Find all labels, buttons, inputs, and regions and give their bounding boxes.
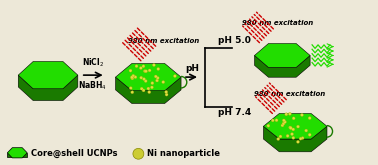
Polygon shape (7, 153, 27, 157)
Circle shape (157, 67, 160, 70)
Circle shape (143, 70, 146, 73)
Circle shape (305, 129, 308, 132)
Circle shape (291, 133, 293, 136)
Circle shape (282, 119, 285, 122)
Text: pH 5.0: pH 5.0 (218, 36, 251, 45)
Circle shape (174, 75, 177, 78)
Polygon shape (116, 64, 181, 91)
Circle shape (132, 74, 135, 77)
Circle shape (129, 69, 132, 72)
Circle shape (129, 87, 132, 90)
Polygon shape (263, 114, 327, 139)
Circle shape (140, 76, 143, 79)
Circle shape (296, 125, 299, 128)
Circle shape (284, 120, 287, 123)
Circle shape (156, 77, 159, 79)
Polygon shape (254, 55, 310, 77)
Circle shape (165, 90, 168, 93)
Circle shape (292, 136, 295, 139)
Polygon shape (18, 75, 78, 100)
Circle shape (267, 124, 270, 127)
Circle shape (271, 119, 274, 122)
Circle shape (130, 76, 133, 79)
Polygon shape (254, 44, 310, 67)
Text: 980 nm excitation: 980 nm excitation (127, 38, 199, 44)
Circle shape (154, 75, 157, 78)
Circle shape (165, 93, 168, 96)
Text: NiCl$_2$: NiCl$_2$ (82, 57, 104, 69)
Text: 980 nm excitation: 980 nm excitation (242, 20, 313, 26)
Circle shape (133, 148, 144, 159)
Circle shape (308, 117, 311, 120)
Circle shape (134, 76, 137, 79)
Circle shape (285, 113, 288, 116)
Circle shape (144, 80, 147, 82)
Circle shape (151, 82, 154, 84)
Text: 980 nm excitation: 980 nm excitation (254, 91, 325, 97)
Circle shape (299, 137, 302, 140)
Polygon shape (7, 148, 27, 158)
Circle shape (144, 70, 147, 73)
Circle shape (156, 79, 158, 82)
Circle shape (142, 65, 145, 68)
Circle shape (289, 126, 292, 129)
Circle shape (301, 114, 304, 116)
Text: NaBH$_4$: NaBH$_4$ (78, 79, 107, 92)
Text: Core@shell UCNPs: Core@shell UCNPs (31, 149, 118, 158)
Polygon shape (116, 77, 181, 103)
Text: Ni nanoparticle: Ni nanoparticle (147, 149, 220, 158)
Circle shape (292, 128, 295, 131)
Circle shape (131, 77, 134, 80)
Circle shape (140, 87, 143, 90)
Circle shape (148, 91, 151, 94)
Text: pH: pH (185, 64, 199, 73)
Circle shape (143, 78, 146, 81)
Circle shape (148, 69, 151, 72)
Circle shape (142, 89, 145, 92)
Circle shape (282, 122, 285, 125)
Circle shape (277, 137, 280, 140)
Circle shape (286, 134, 289, 137)
Text: pH 7.4: pH 7.4 (218, 108, 251, 117)
Circle shape (162, 81, 165, 83)
Circle shape (308, 133, 311, 136)
Circle shape (290, 127, 292, 130)
Circle shape (150, 86, 153, 89)
Circle shape (281, 124, 284, 127)
Circle shape (147, 87, 150, 90)
Circle shape (131, 91, 134, 94)
Circle shape (301, 137, 304, 140)
Polygon shape (18, 62, 78, 89)
Circle shape (152, 64, 155, 66)
Circle shape (296, 140, 299, 143)
Circle shape (279, 135, 282, 138)
Circle shape (288, 112, 291, 115)
Circle shape (292, 117, 295, 120)
Circle shape (139, 67, 143, 69)
Polygon shape (263, 126, 327, 152)
Circle shape (275, 119, 278, 122)
Circle shape (135, 65, 138, 68)
